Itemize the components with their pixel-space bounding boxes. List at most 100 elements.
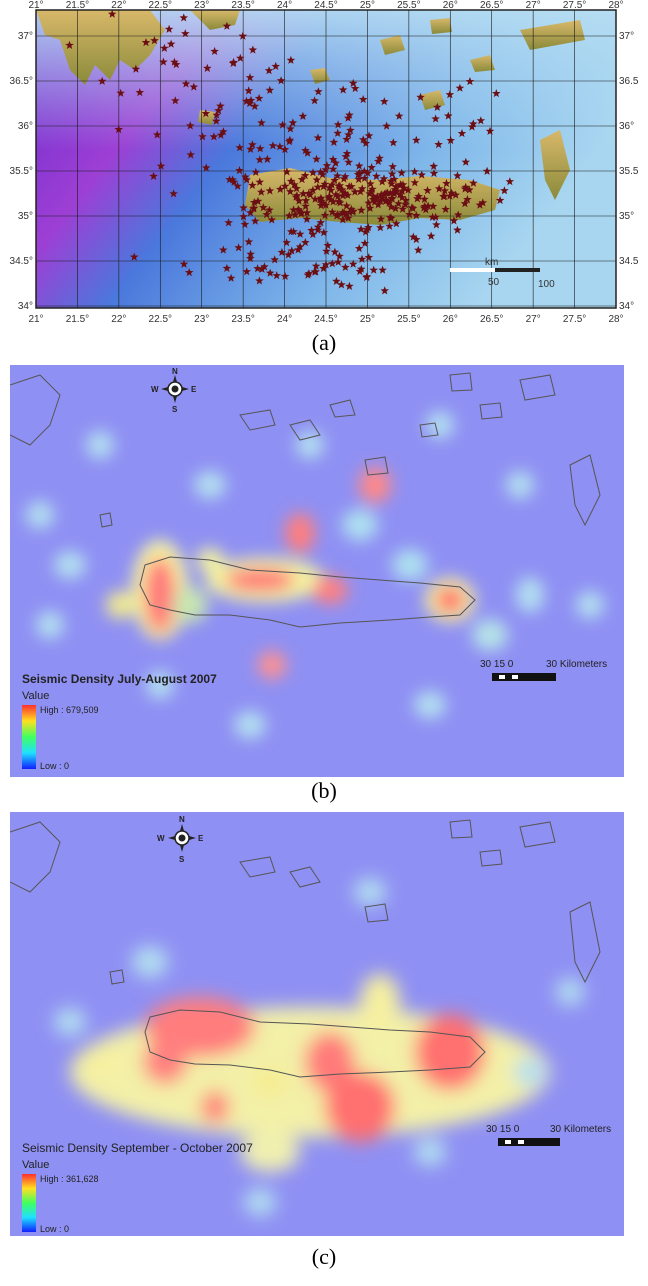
epicenter-star	[245, 73, 255, 82]
epicenter-star	[242, 96, 251, 105]
epicenter-star	[342, 201, 351, 210]
epicenter-star	[364, 131, 374, 140]
y-tick-label-left: 35°	[18, 211, 33, 222]
x-tick-label: 21°	[28, 314, 43, 325]
x-tick-label: 26.5°	[480, 314, 503, 325]
epicenter-star	[222, 21, 232, 30]
epicenter-star	[288, 118, 298, 127]
x-tick-label: 23.5°	[231, 314, 254, 325]
density-hotspots	[26, 411, 604, 739]
epicenter-star	[159, 57, 168, 66]
epicenter-star	[319, 182, 328, 191]
earthquake-epicenters	[65, 9, 515, 295]
epicenter-star	[203, 63, 212, 72]
epicenter-star	[271, 61, 280, 71]
epicenter-star	[278, 120, 287, 129]
epicenter-star	[275, 142, 285, 151]
epicenter-star	[321, 260, 331, 269]
scale-numbers: 30 15 0	[486, 1124, 520, 1135]
epicenter-star	[369, 191, 378, 200]
epicenter-star	[319, 264, 328, 273]
epicenter-star	[364, 223, 373, 232]
epicenter-star	[417, 170, 426, 179]
epicenter-star	[300, 171, 310, 180]
epicenter-star	[412, 135, 421, 144]
y-tick-label-right: 34.5	[619, 256, 639, 267]
epicenter-star	[316, 218, 325, 227]
x-tick-label: 22°	[111, 0, 126, 11]
epicenter-star	[455, 83, 465, 92]
island-santorini	[420, 90, 445, 110]
epicenter-star	[388, 194, 397, 203]
epicenter-star	[337, 185, 347, 194]
epicenter-star	[460, 199, 470, 208]
epicenter-star	[339, 174, 349, 183]
epicenter-star	[317, 196, 326, 205]
epicenter-star	[476, 116, 486, 125]
x-tick-label: 22°	[111, 314, 126, 325]
epicenter-star	[308, 168, 318, 177]
epicenter-star	[290, 180, 299, 189]
x-tick-label: 23°	[194, 314, 209, 325]
y-tick-label-right: 35.5	[619, 166, 639, 177]
epicenter-star	[295, 206, 304, 215]
epicenter-star	[276, 76, 286, 85]
epicenter-star	[405, 210, 414, 219]
epicenter-star	[379, 174, 389, 183]
epicenter-star	[287, 246, 297, 255]
epicenter-star	[335, 251, 344, 260]
epicenter-star	[429, 168, 439, 178]
epicenter-star	[302, 214, 312, 223]
epicenter-star	[129, 252, 139, 261]
epicenter-star	[463, 195, 472, 204]
epicenter-star	[327, 180, 337, 189]
epicenter-star	[246, 144, 255, 153]
epicenter-star	[244, 237, 254, 246]
epicenter-star	[441, 204, 450, 213]
epicenter-star	[285, 211, 294, 220]
epicenter-star	[397, 168, 406, 177]
epicenter-star	[365, 203, 375, 212]
epicenter-star	[284, 250, 293, 259]
epicenter-star	[186, 150, 195, 159]
x-tick-label: 21.5°	[66, 314, 89, 325]
epicenter-star	[445, 191, 455, 200]
legend-low: Low : 0	[40, 1224, 69, 1234]
epicenter-star	[364, 253, 374, 262]
epicenter-star	[434, 140, 443, 149]
epicenter-star	[280, 145, 290, 154]
epicenter-star	[357, 184, 367, 193]
epicenter-star	[314, 87, 323, 96]
epicenter-star	[160, 43, 169, 52]
epicenter-star	[446, 136, 455, 145]
caption-b: (b)	[311, 778, 337, 803]
legend-high: High : 679,509	[40, 705, 99, 715]
x-tick-label: 27.5°	[563, 314, 586, 325]
epicenter-star	[189, 82, 199, 91]
epicenter-star	[381, 188, 391, 197]
epicenter-star	[398, 186, 407, 195]
epicenter-star	[364, 198, 373, 207]
x-tick-label: 27°	[526, 314, 541, 325]
epicenter-star	[301, 238, 310, 247]
epicenter-star	[250, 216, 260, 225]
island-mykonos	[430, 18, 452, 34]
epicenter-star	[412, 235, 421, 244]
epicenter-star	[368, 195, 378, 204]
x-tick-label: 24°	[277, 314, 292, 325]
epicenter-star	[374, 156, 383, 165]
x-tick-label: 21°	[28, 0, 43, 11]
scale-label-100: 100	[538, 279, 555, 290]
epicenter-star	[380, 286, 389, 295]
epicenter-star	[343, 190, 352, 199]
epicenter-star	[368, 184, 377, 193]
epicenter-star	[255, 144, 265, 153]
density-map-c: N S E W Seismic Density September - Octo…	[10, 812, 624, 1236]
scale-label-km: km	[485, 257, 498, 268]
x-tick-label: 26°	[443, 314, 458, 325]
epicenter-star	[310, 96, 319, 105]
epicenter-star	[308, 230, 318, 239]
epicenter-star	[295, 242, 305, 251]
epicenter-star	[357, 205, 366, 214]
epicenter-star	[116, 88, 125, 97]
